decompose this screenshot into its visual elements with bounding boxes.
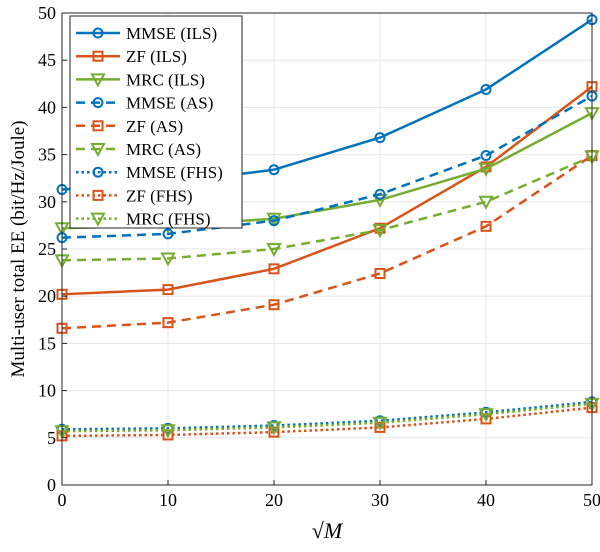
x-tick-label: 10 bbox=[159, 490, 177, 510]
square-marker bbox=[162, 284, 174, 296]
circle-marker bbox=[268, 215, 280, 227]
legend-item: MRC (ILS) bbox=[76, 70, 205, 89]
legend-label: MRC (FHS) bbox=[126, 210, 211, 229]
triangle-down-marker bbox=[478, 408, 494, 423]
y-tick-label: 20 bbox=[38, 286, 56, 306]
legend-label: MMSE (FHS) bbox=[126, 163, 223, 182]
series-line bbox=[61, 400, 593, 431]
circle-marker bbox=[374, 132, 386, 144]
triangle-down-marker bbox=[160, 424, 176, 439]
circle-marker bbox=[162, 228, 174, 240]
legend-label: ZF (AS) bbox=[126, 117, 183, 136]
tick-labels: 0 10 20 30 40 50 0 5 10 15 20 25 30 35 40 45 50 bbox=[38, 3, 600, 510]
legend-label: MMSE (ILS) bbox=[126, 24, 217, 43]
square-marker bbox=[162, 317, 174, 329]
y-tick-label: 50 bbox=[38, 3, 56, 23]
y-tick-label: 30 bbox=[38, 192, 56, 212]
triangle-down-marker bbox=[90, 73, 106, 88]
legend-item: ZF (ILS) bbox=[76, 47, 187, 66]
x-axis-label: √M bbox=[312, 518, 344, 543]
circle-marker bbox=[480, 83, 492, 95]
legend-label: MMSE (AS) bbox=[126, 94, 213, 113]
series-zf-fhs bbox=[56, 402, 598, 442]
circle-marker bbox=[480, 150, 492, 162]
x-tick-label: 40 bbox=[477, 490, 495, 510]
square-marker bbox=[92, 189, 104, 201]
y-tick-label: 40 bbox=[38, 97, 56, 117]
y-tick-label: 35 bbox=[38, 145, 56, 165]
square-marker bbox=[374, 421, 386, 433]
x-tick-label: 0 bbox=[58, 490, 67, 510]
x-tick-label: 50 bbox=[583, 490, 600, 510]
y-tick-label: 15 bbox=[38, 333, 56, 353]
series-mrc-as bbox=[54, 150, 600, 269]
legend-item: MMSE (ILS) bbox=[76, 24, 217, 43]
circle-marker bbox=[92, 166, 104, 178]
legend-label: MRC (AS) bbox=[126, 140, 201, 159]
circle-marker bbox=[92, 27, 104, 39]
square-marker bbox=[268, 299, 280, 311]
legend-label: ZF (ILS) bbox=[126, 47, 187, 66]
triangle-down-marker bbox=[478, 162, 494, 177]
y-tick-label: 10 bbox=[38, 381, 56, 401]
y-tick-label: 5 bbox=[47, 428, 56, 448]
square-marker bbox=[268, 263, 280, 275]
legend-item: MRC (FHS) bbox=[76, 210, 211, 229]
legend-label: ZF (FHS) bbox=[126, 186, 193, 205]
triangle-down-marker bbox=[266, 243, 282, 258]
y-tick-label: 45 bbox=[38, 50, 56, 70]
square-marker bbox=[480, 220, 492, 232]
legend: MMSE (ILS) ZF (ILS) MRC (ILS) MMSE (AS) ZF (… bbox=[69, 15, 243, 229]
legend-item: MMSE (FHS) bbox=[76, 163, 223, 182]
y-tick-label: 25 bbox=[38, 239, 56, 259]
x-tick-label: 30 bbox=[371, 490, 389, 510]
circle-marker bbox=[268, 164, 280, 176]
triangle-down-marker bbox=[372, 416, 388, 431]
legend-item: ZF (AS) bbox=[76, 117, 183, 136]
series-line bbox=[61, 406, 593, 438]
legend-item: MRC (AS) bbox=[76, 140, 201, 159]
square-marker bbox=[268, 426, 280, 438]
legend-item: ZF (FHS) bbox=[76, 186, 193, 205]
y-axis-label: Multi-user total EE (bit/Hz/Joule) bbox=[8, 121, 29, 378]
series-group bbox=[54, 14, 600, 442]
triangle-down-marker bbox=[90, 212, 106, 227]
triangle-down-marker bbox=[266, 421, 282, 436]
legend-label: MRC (ILS) bbox=[126, 70, 205, 89]
series-mmse-as bbox=[56, 90, 598, 244]
triangle-down-marker bbox=[90, 143, 106, 158]
legend-item: MMSE (AS) bbox=[76, 94, 213, 113]
square-marker bbox=[92, 50, 104, 62]
circle-marker bbox=[374, 188, 386, 200]
series-line bbox=[61, 85, 593, 296]
triangle-down-marker bbox=[478, 195, 494, 210]
triangle-down-marker bbox=[160, 252, 176, 267]
series-line bbox=[61, 402, 593, 433]
triangle-down-marker bbox=[372, 224, 388, 239]
series-mrc-fhs bbox=[54, 397, 600, 440]
circle-marker bbox=[92, 97, 104, 109]
series-line bbox=[61, 94, 593, 239]
square-marker bbox=[92, 120, 104, 132]
x-tick-label: 20 bbox=[265, 490, 283, 510]
y-tick-label: 0 bbox=[47, 475, 56, 495]
series-mmse-fhs bbox=[56, 396, 598, 435]
square-marker bbox=[374, 268, 386, 280]
